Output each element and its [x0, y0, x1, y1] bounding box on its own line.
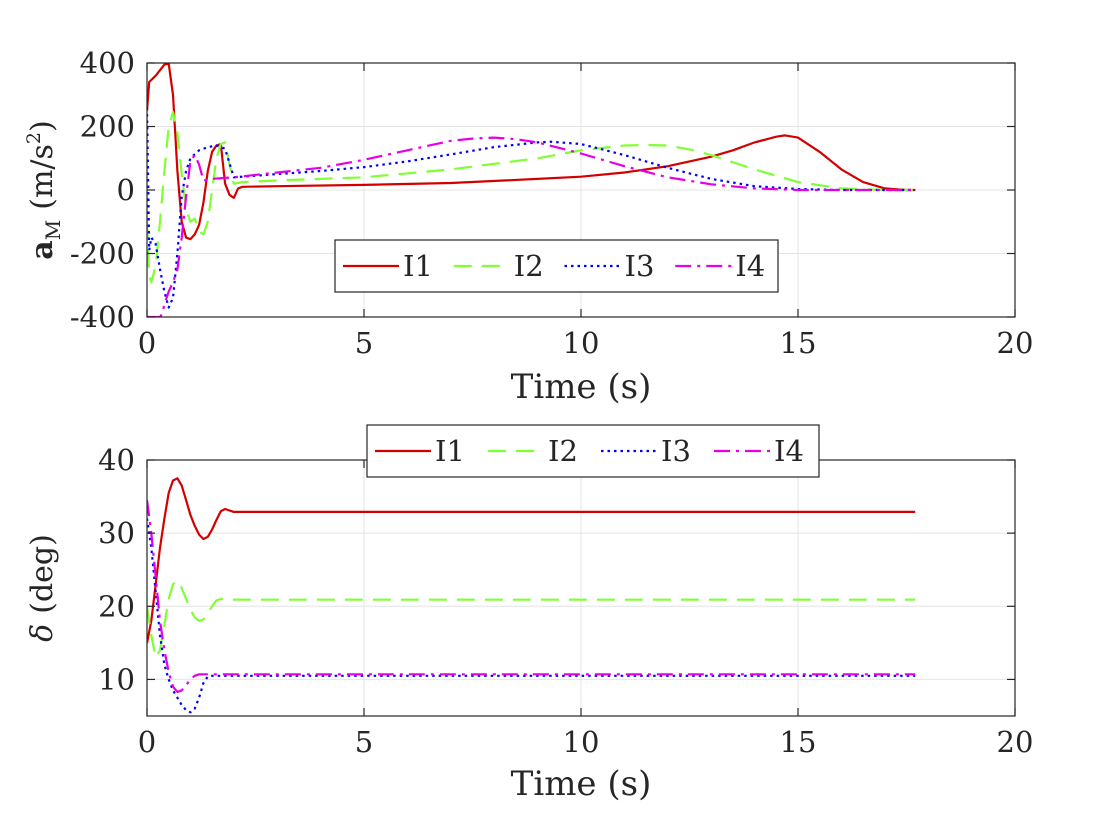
deflection-angle-plot: 0 5 10 15 20 10 20 30 40 Time (s) δ (deg) I1 I2 I3 I4 — [25, 424, 1034, 804]
y-label-unit: (deg) — [25, 534, 60, 614]
y-tick-label: -200 — [70, 237, 135, 271]
y-tick-label: 10 — [98, 662, 135, 696]
y-tick-label: 400 — [80, 46, 135, 80]
x-tick-label: 5 — [355, 725, 373, 759]
x-tick-label: 0 — [138, 326, 156, 360]
series-line-I2 — [147, 111, 916, 284]
y-tick-label: 0 — [117, 173, 135, 207]
series-line-I2 — [147, 579, 916, 659]
y-label-symbol: a — [25, 240, 60, 259]
series-line-I3 — [147, 107, 916, 309]
legend-label-I4: I4 — [735, 249, 765, 283]
x-tick-label: 15 — [780, 326, 817, 360]
legend-label-I1: I1 — [435, 434, 465, 468]
legend-label-I1: I1 — [403, 249, 433, 283]
y-axis-label: δ (deg) — [25, 534, 60, 642]
x-axis-label: Time (s) — [511, 367, 652, 407]
legend-label-I3: I3 — [625, 249, 655, 283]
y-label-symbol: δ — [25, 624, 60, 642]
y-label-subscript: M — [41, 220, 65, 240]
legend: I1 I2 I3 I4 — [366, 424, 820, 478]
y-label-close: ) — [25, 120, 60, 132]
y-label-superscript: 2 — [23, 132, 45, 144]
legend-box — [366, 424, 820, 478]
x-tick-label: 20 — [997, 725, 1034, 759]
x-tick-label: 10 — [563, 326, 600, 360]
legend-label-I3: I3 — [661, 434, 691, 468]
y-axis-label: aM (m/s2) — [23, 120, 65, 259]
y-tick-label: 40 — [98, 443, 135, 477]
y-tick-label: 20 — [98, 589, 135, 623]
y-label-unit: (m/s — [25, 144, 60, 210]
series-group — [147, 63, 916, 317]
acceleration-plot: 0 5 10 15 20 -400 -200 0 200 400 Time (s) aM (m/s2) I… — [23, 46, 1033, 407]
x-tick-label: 0 — [138, 725, 156, 759]
legend: I1 I2 I3 I4 — [334, 239, 779, 293]
y-tick-label: -400 — [70, 300, 135, 334]
series-line-I4 — [147, 136, 916, 317]
x-tick-label: 15 — [780, 725, 817, 759]
x-tick-label: 5 — [355, 326, 373, 360]
x-tick-label: 10 — [563, 725, 600, 759]
y-tick-label: 30 — [98, 516, 135, 550]
legend-box — [334, 239, 779, 293]
series-line-I1 — [147, 477, 916, 644]
x-tick-label: 20 — [997, 326, 1034, 360]
y-tick-label: 200 — [80, 110, 135, 144]
legend-label-I2: I2 — [514, 249, 544, 283]
x-axis-label: Time (s) — [511, 764, 652, 804]
legend-label-I4: I4 — [774, 434, 804, 468]
series-group — [147, 477, 916, 714]
legend-label-I2: I2 — [548, 434, 578, 468]
series-line-I4 — [147, 500, 916, 694]
